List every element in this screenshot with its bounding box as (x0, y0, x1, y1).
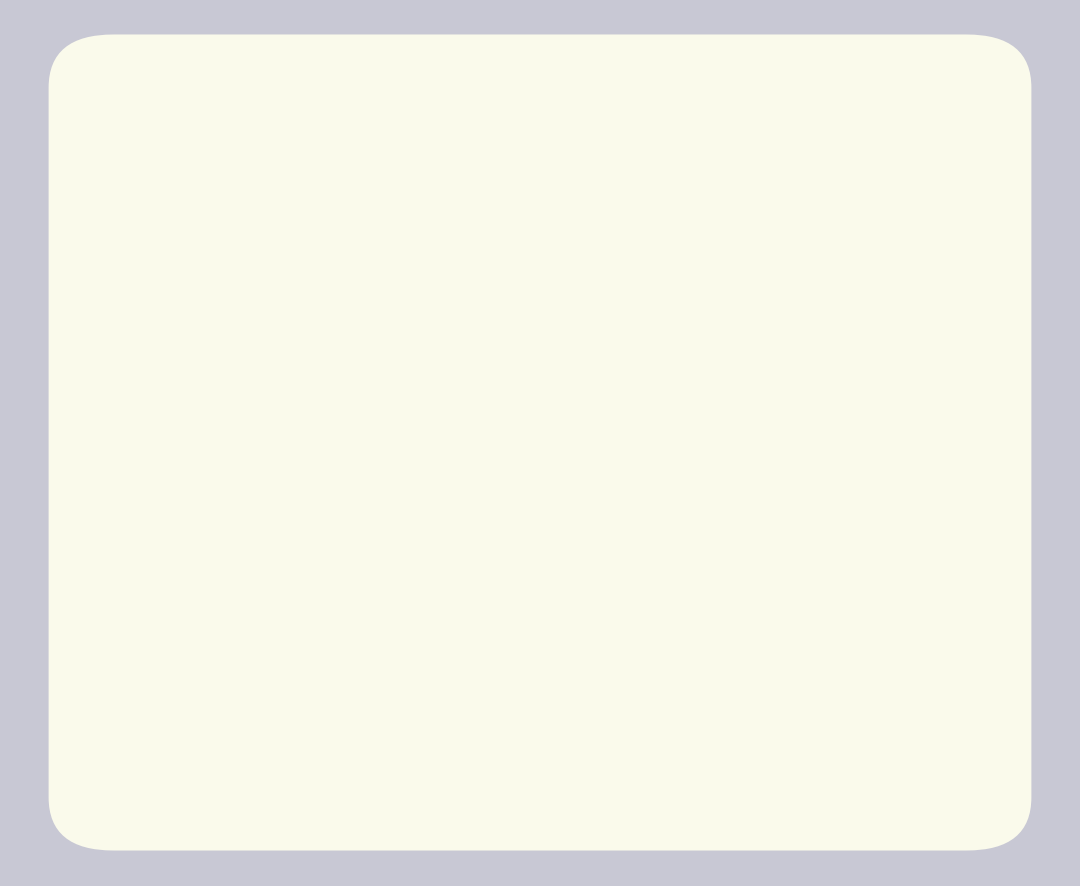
Text: b. 3.31 A: b. 3.31 A (108, 493, 296, 534)
Text: In a hot wire ammeter the current flowing: In a hot wire ammeter the current flowin… (108, 89, 981, 130)
Text: a. 2.98 A: a. 2.98 A (108, 406, 295, 447)
Text: The measured value of current will be: The measured value of current will be (108, 319, 897, 361)
Text: I = 3 + 2 sin 300 t A: I = 3 + 2 sin 300 t A (108, 232, 534, 274)
Text: through the resistance of 10 Ω is given by: through the resistance of 10 Ω is given … (108, 145, 983, 187)
Text: c. 3.62 A: c. 3.62 A (108, 579, 292, 621)
Text: d. 4.01 A: d. 4.01 A (108, 666, 295, 708)
